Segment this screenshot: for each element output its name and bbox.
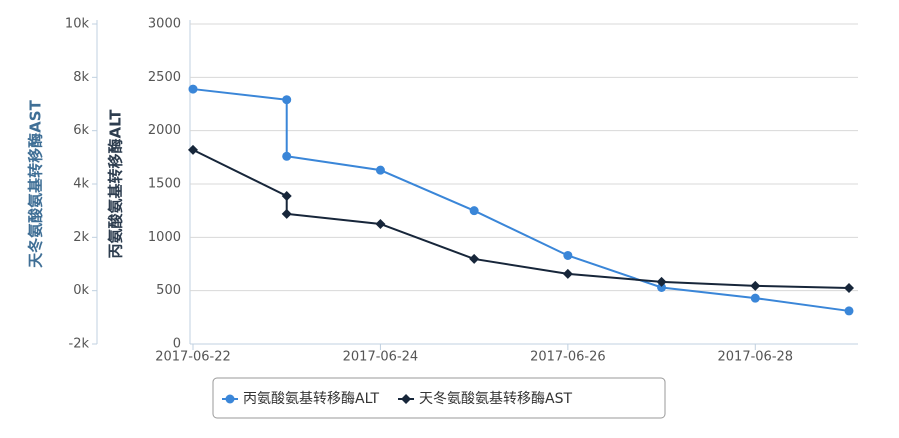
y-tick-label: 1500 xyxy=(148,177,181,192)
legend-marker xyxy=(401,394,412,404)
series-line xyxy=(192,88,850,312)
legend-label[interactable]: 天冬氨酸氨基转移酶AST xyxy=(419,390,572,407)
data-point xyxy=(750,280,761,291)
data-point xyxy=(281,208,292,219)
x-tick-label: 2017-06-22 xyxy=(155,350,231,365)
data-point xyxy=(563,250,573,260)
y2-tick-label: 6k xyxy=(73,123,89,138)
data-point xyxy=(844,283,854,293)
y-tick-label: 500 xyxy=(156,283,181,298)
legend-label[interactable]: 丙氨酸氨基转移酶ALT xyxy=(243,390,379,407)
y-tick-label: 3000 xyxy=(148,17,181,32)
data-point xyxy=(282,151,292,161)
y2-tick-label: 8k xyxy=(73,70,89,85)
data-point xyxy=(469,253,480,264)
data-point xyxy=(750,293,760,303)
data-point xyxy=(188,84,198,94)
y-tick-label: 2500 xyxy=(148,70,181,85)
data-point xyxy=(562,268,573,279)
series-line xyxy=(192,148,850,289)
data-point xyxy=(657,282,667,292)
y-tick-label: 1000 xyxy=(148,230,181,245)
y2-tick-label: 2k xyxy=(73,230,89,245)
x-tick-label: 2017-06-24 xyxy=(343,350,419,365)
y-tick-label: 2000 xyxy=(148,123,181,138)
data-point xyxy=(375,219,386,229)
data-point xyxy=(282,95,292,105)
y2-tick-label: -2k xyxy=(69,337,90,352)
legend-box xyxy=(212,377,666,419)
y2-tick-label: 0k xyxy=(73,283,89,298)
data-point xyxy=(281,191,292,201)
data-point xyxy=(469,206,479,216)
x-tick-label: 2017-06-28 xyxy=(718,350,794,365)
y-tick-label: 0 xyxy=(173,337,181,352)
data-point xyxy=(375,165,385,175)
x-tick-label: 2017-06-26 xyxy=(530,350,606,365)
data-point xyxy=(656,276,667,287)
y2-tick-label: 4k xyxy=(73,177,89,192)
y2-axis-title: 天冬氨酸氨基转移酶AST xyxy=(27,99,45,267)
legend-marker xyxy=(225,394,235,404)
y2-tick-label: 10k xyxy=(65,17,90,32)
y-axis-title: 丙氨酸氨基转移酶ALT xyxy=(107,109,125,259)
data-point xyxy=(188,144,198,155)
data-point xyxy=(844,306,854,316)
